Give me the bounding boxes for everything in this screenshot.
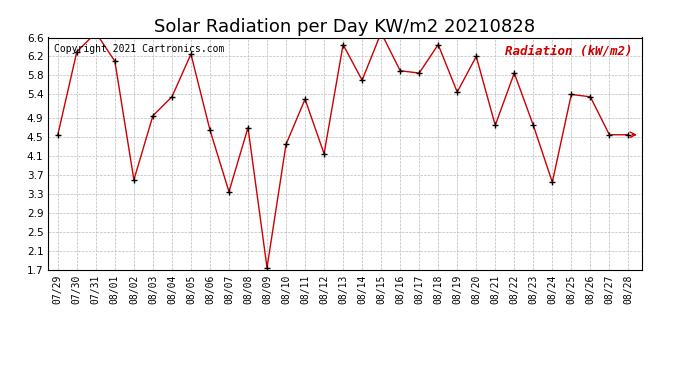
Title: Solar Radiation per Day KW/m2 20210828: Solar Radiation per Day KW/m2 20210828	[155, 18, 535, 36]
Text: Radiation (kW/m2): Radiation (kW/m2)	[505, 45, 633, 57]
Text: Copyright 2021 Cartronics.com: Copyright 2021 Cartronics.com	[55, 45, 225, 54]
